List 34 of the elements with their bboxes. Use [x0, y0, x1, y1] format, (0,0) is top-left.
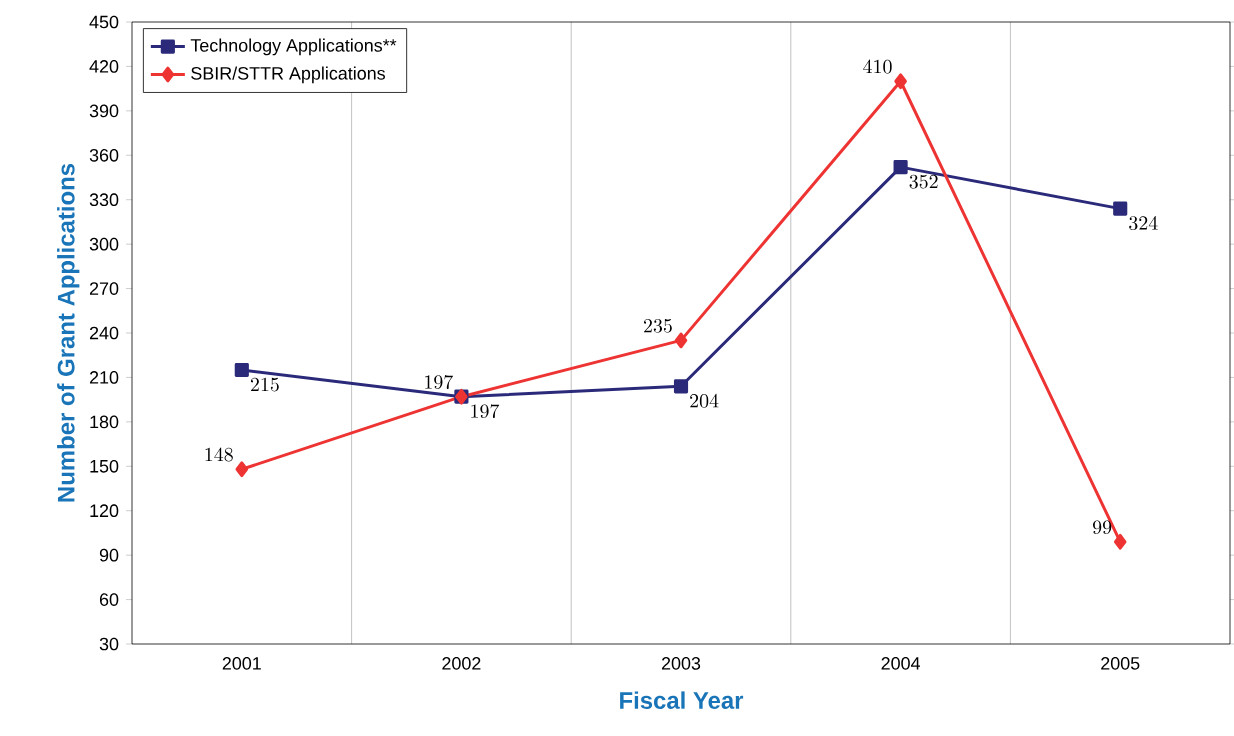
legend-label: SBIR/STTR Applications [191, 66, 385, 84]
x-tick-label: 2005 [1101, 657, 1140, 670]
y-tick-label: 330 [89, 193, 119, 207]
y-tick-label: 240 [89, 326, 119, 340]
data-label: 352 [909, 174, 938, 189]
y-tick-label: 180 [90, 415, 119, 429]
x-tick-label: 2004 [881, 657, 921, 670]
x-tick-label: 2001 [222, 657, 261, 670]
data-label: 324 [1129, 216, 1158, 231]
data-label: 204 [690, 393, 719, 408]
x-tick-label: 2002 [442, 657, 481, 670]
y-tick-label: 390 [89, 104, 119, 118]
y-tick-label: 120 [90, 504, 119, 518]
y-tick-label: 210 [89, 371, 119, 384]
y-tick-label: 360 [89, 148, 119, 162]
data-label: 99 [1092, 520, 1112, 535]
data-label: 148 [205, 447, 233, 462]
y-axis-title: Number of Grant Applications [57, 163, 80, 502]
y-tick-label: 300 [89, 237, 119, 251]
data-label: 197 [471, 404, 500, 419]
y-tick-label: 450 [89, 15, 119, 29]
y-tick-label: 60 [99, 593, 119, 606]
data-label: 410 [863, 59, 892, 74]
y-tick-label: 30 [99, 637, 119, 651]
data-label: 197 [425, 375, 453, 389]
x-tick-label: 2003 [661, 657, 701, 670]
y-tick-label: 150 [90, 459, 119, 473]
y-tick-label: 270 [89, 282, 119, 295]
y-tick-label: 420 [89, 60, 119, 73]
legend-label: Technology Applications** [190, 38, 397, 56]
x-axis-title: Fiscal Year [620, 691, 744, 709]
data-label: 235 [643, 318, 672, 333]
y-tick-label: 90 [99, 548, 119, 562]
data-label: 215 [250, 377, 279, 392]
